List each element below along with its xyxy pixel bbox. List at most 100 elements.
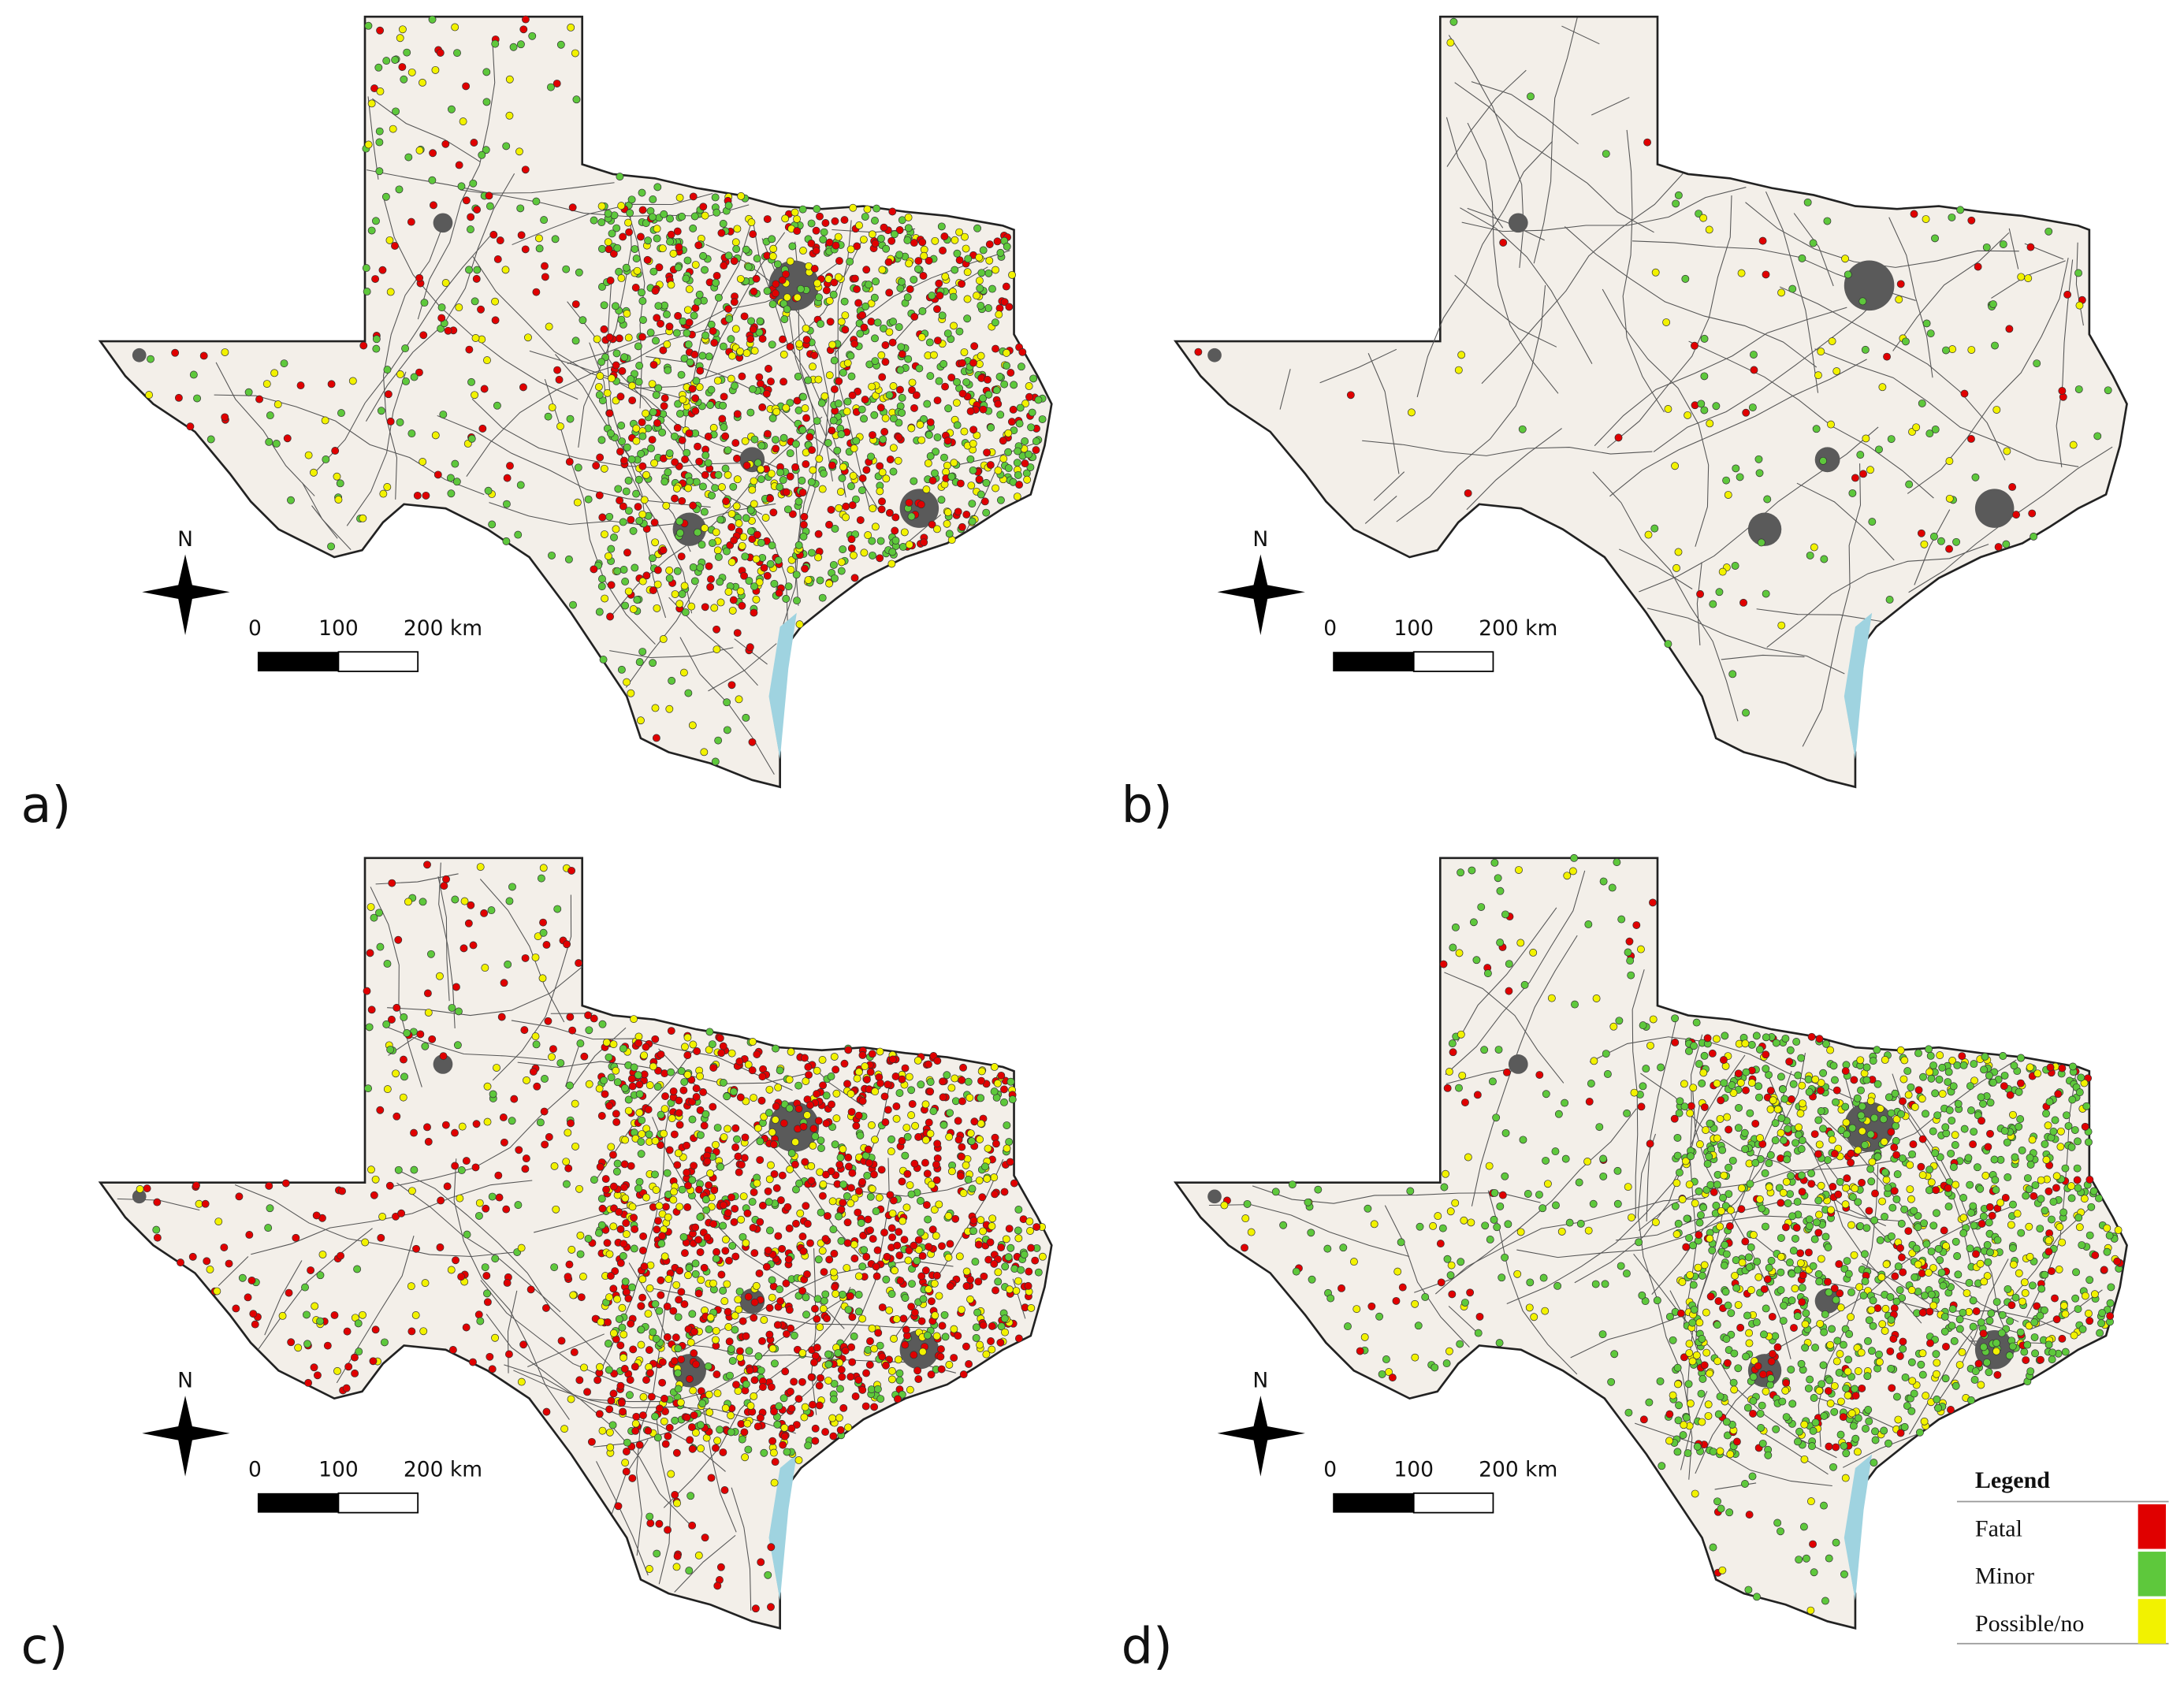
crash-point [394, 935, 403, 944]
crash-point [1731, 1271, 1739, 1280]
crash-point [819, 1180, 828, 1188]
crash-point [514, 1201, 523, 1210]
crash-point [1948, 1117, 1956, 1125]
crash-point [776, 483, 784, 492]
crash-point [885, 328, 894, 336]
crash-point [1964, 1154, 1973, 1162]
crash-point [620, 1365, 629, 1373]
crash-point [476, 1317, 485, 1325]
crash-point [684, 1271, 692, 1280]
crash-point [206, 435, 215, 444]
crash-point [782, 594, 791, 603]
crash-point [817, 1208, 825, 1217]
crash-point [619, 1353, 627, 1362]
crash-point [653, 1083, 662, 1091]
crash-point [601, 594, 609, 603]
crash-point [664, 366, 672, 374]
crash-point [646, 1519, 655, 1527]
crash-point [747, 218, 756, 227]
crash-point [664, 1213, 672, 1221]
crash-point [307, 1266, 315, 1274]
crash-point [794, 497, 803, 506]
crash-point [457, 182, 466, 191]
crash-point [2095, 1194, 2103, 1203]
crash-point [336, 479, 344, 488]
crash-point [851, 1392, 860, 1400]
crash-point [650, 519, 659, 526]
crash-point [932, 1160, 940, 1169]
crash-point [743, 1209, 752, 1217]
crash-point [658, 1358, 667, 1366]
crash-point [968, 500, 977, 508]
crash-point [606, 1443, 615, 1452]
crash-point [675, 529, 684, 537]
crash-point [787, 1424, 796, 1433]
crash-point [858, 1262, 867, 1271]
crash-point [757, 465, 765, 474]
crash-point [1498, 1191, 1507, 1199]
crash-point [1005, 303, 1014, 311]
crash-point [1922, 1240, 1931, 1248]
crash-point [1004, 1253, 1013, 1262]
crash-point [929, 351, 938, 359]
crash-point [672, 484, 681, 493]
crash-point [696, 1248, 705, 1257]
crash-point [595, 1410, 604, 1418]
crash-point [539, 928, 548, 937]
crash-point [994, 1277, 1003, 1286]
crash-point [737, 191, 746, 200]
crash-point [660, 394, 669, 403]
crash-point [910, 1351, 918, 1359]
crash-point [632, 255, 641, 263]
crash-point [1966, 1082, 1974, 1091]
crash-point [884, 1080, 892, 1089]
crash-point [662, 501, 671, 510]
crash-point [575, 268, 583, 277]
crash-point [821, 1290, 830, 1299]
crash-point [635, 1441, 644, 1449]
crash-point [820, 1296, 828, 1305]
crash-point [946, 1109, 954, 1117]
crash-point [386, 288, 395, 296]
crash-point [848, 501, 857, 510]
crash-point [431, 431, 440, 440]
crash-point [1025, 392, 1033, 401]
crash-point [649, 267, 658, 276]
crash-point [724, 446, 732, 455]
crash-point [1911, 1273, 1919, 1281]
crash-point [1744, 1585, 1753, 1594]
crash-point [635, 1080, 644, 1089]
crash-point [678, 496, 686, 505]
crash-point [407, 1187, 416, 1195]
crash-point [837, 1205, 846, 1214]
crash-point [1344, 1322, 1352, 1331]
crash-point [772, 444, 780, 453]
crash-point [2071, 1126, 2079, 1134]
crash-point [1918, 1135, 1927, 1143]
crash-point [850, 1332, 858, 1340]
crash-point [266, 1204, 274, 1213]
crash-point [502, 500, 511, 508]
crash-point [799, 392, 807, 401]
crash-point [651, 287, 660, 296]
crash-point [1665, 1312, 1674, 1321]
crash-point [2026, 243, 2035, 251]
crash-point [822, 1170, 830, 1179]
crash-point [794, 1081, 803, 1090]
crash-point [651, 1412, 660, 1421]
crash-point [1015, 481, 1024, 489]
crash-point [727, 681, 736, 690]
crash-point [763, 429, 772, 438]
crash-point [598, 244, 606, 253]
crash-point [1004, 464, 1013, 473]
urban-area [1207, 348, 1222, 362]
crash-point [843, 407, 851, 416]
crash-point [2030, 532, 2038, 541]
crash-point [858, 1314, 867, 1323]
crash-point [1762, 1387, 1770, 1396]
crash-point [521, 165, 530, 174]
map-panel: a)N0 100 200 km [21, 15, 1053, 835]
crash-point [1292, 1267, 1300, 1276]
crash-point [960, 348, 969, 356]
crash-point [763, 287, 772, 296]
